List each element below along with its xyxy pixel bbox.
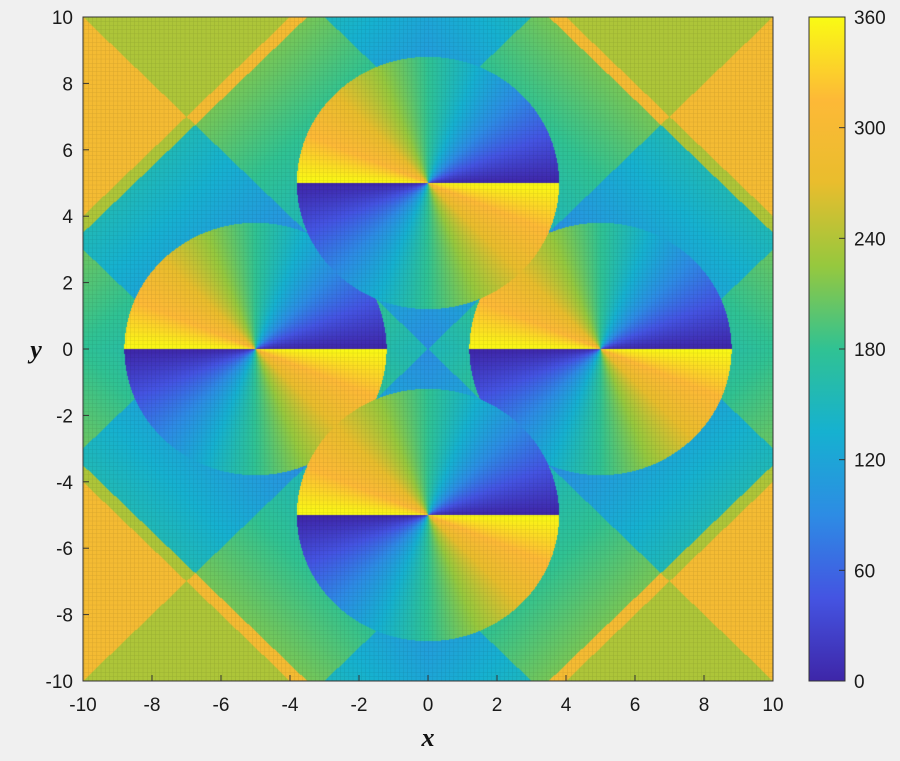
x-axis-ticks: -10 -8 -6 -4 -2 0 2 4 6 8 10 xyxy=(69,675,784,716)
colorbar-tick-label: 360 xyxy=(854,8,886,29)
colorbar-tick-label: 60 xyxy=(854,561,875,582)
y-tick-label: 2 xyxy=(62,274,73,295)
x-tick-label: 4 xyxy=(561,695,572,716)
y-tick-label: -8 xyxy=(56,606,73,627)
mesh-grid-overlay xyxy=(83,17,773,681)
y-tick-label: -6 xyxy=(56,539,73,560)
x-tick-label: -6 xyxy=(213,695,230,716)
y-tick-label: -2 xyxy=(56,406,73,427)
colorbar-tick-label: 180 xyxy=(854,340,886,361)
x-tick-label: 0 xyxy=(423,695,434,716)
colorbar-tick-label: 300 xyxy=(854,119,886,140)
colorbar-ticks: 0 60 120 180 240 300 360 xyxy=(839,8,886,693)
x-tick-label: 10 xyxy=(762,695,783,716)
y-axis-ticks: -10 -8 -6 -4 -2 0 2 4 6 8 10 xyxy=(46,8,89,693)
colorbar-tick-label: 240 xyxy=(854,229,886,250)
colorbar-tick-label: 120 xyxy=(854,451,886,472)
x-tick-label: -4 xyxy=(282,695,299,716)
y-tick-label: 0 xyxy=(62,340,73,361)
x-axis-label: x xyxy=(421,723,435,752)
colorbar: 0 60 120 180 240 300 360 xyxy=(808,8,886,693)
x-tick-label: -8 xyxy=(144,695,161,716)
y-tick-label: -10 xyxy=(46,672,73,693)
y-tick-label: 8 xyxy=(62,74,73,95)
x-tick-label: 8 xyxy=(699,695,710,716)
y-tick-label: 4 xyxy=(62,207,73,228)
x-tick-label: -10 xyxy=(69,695,96,716)
x-tick-label: 6 xyxy=(630,695,641,716)
colorbar-tick-label: 0 xyxy=(854,672,865,693)
y-tick-label: 10 xyxy=(52,8,73,29)
x-tick-label: -2 xyxy=(351,695,368,716)
x-tick-label: 2 xyxy=(492,695,503,716)
y-tick-label: -4 xyxy=(56,473,73,494)
y-tick-label: 6 xyxy=(62,141,73,162)
plot-area xyxy=(82,16,774,682)
y-axis-label: y xyxy=(27,335,42,364)
